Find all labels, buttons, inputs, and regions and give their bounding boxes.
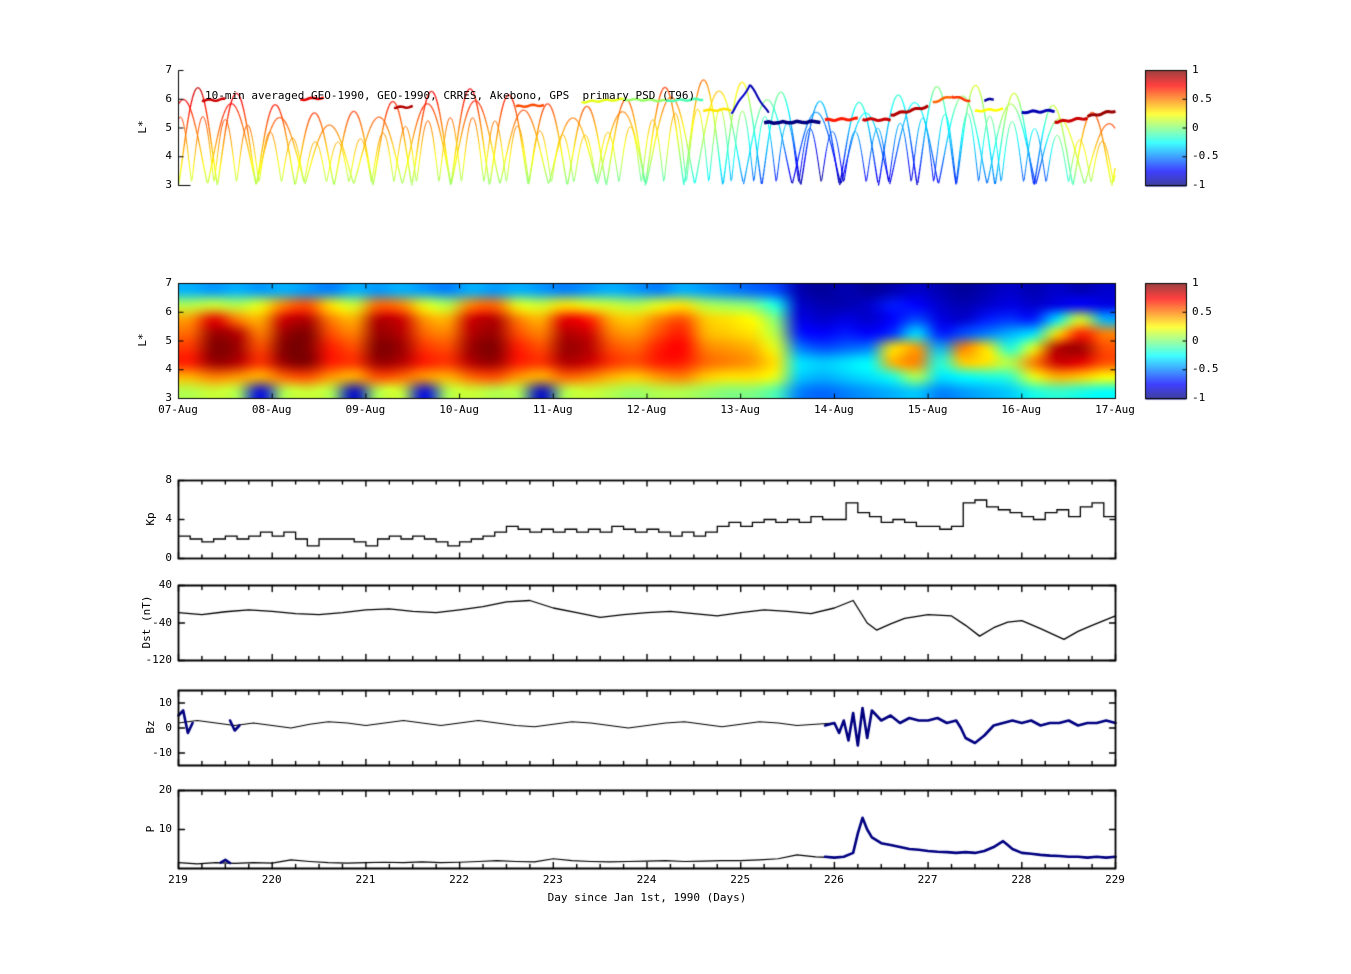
tick-label: -0.5 xyxy=(1192,149,1219,163)
tick-label: 4 xyxy=(165,149,172,163)
tick-label: 08-Aug xyxy=(251,403,292,416)
tick-label: 6 xyxy=(165,91,172,105)
tick-label: 0 xyxy=(1192,333,1199,347)
tick-label: 220 xyxy=(261,873,282,886)
tick-label: 10-Aug xyxy=(439,403,479,416)
tick-label: 4 xyxy=(165,362,172,376)
panel2-ylabel: L* xyxy=(136,333,149,347)
tick-label: 20 xyxy=(158,783,172,796)
tick-label: 0.5 xyxy=(1192,91,1212,105)
tick-label: 229 xyxy=(1105,873,1125,886)
bz-ylabel: Bz xyxy=(144,720,157,734)
tick-label: 226 xyxy=(823,873,844,886)
tick-label: 12-Aug xyxy=(626,403,667,416)
tick-label: 0 xyxy=(165,551,172,564)
tick-label: 10 xyxy=(158,822,172,835)
panel1-ylabel: L* xyxy=(136,120,149,134)
tick-label: 0 xyxy=(1192,120,1199,134)
tick-label: -10 xyxy=(152,745,172,759)
tick-label: 4 xyxy=(165,512,172,525)
tick-label: 09-Aug xyxy=(345,403,386,416)
tick-label: 13-Aug xyxy=(720,403,761,416)
tick-label: 15-Aug xyxy=(907,403,948,416)
tick-label: 40 xyxy=(158,578,172,591)
x-axis-label: Day since Jan 1st, 1990 (Days) xyxy=(547,891,747,904)
tick-label: 11-Aug xyxy=(532,403,573,416)
tick-label: -40 xyxy=(152,615,172,629)
tick-label: 14-Aug xyxy=(814,403,854,416)
kp-ylabel: Kp xyxy=(144,512,157,526)
tick-label: 225 xyxy=(730,873,751,886)
tick-label: -1 xyxy=(1192,391,1206,404)
tick-label: -120 xyxy=(145,653,173,666)
tick-label: 16-Aug xyxy=(1001,403,1042,416)
tick-label: 3 xyxy=(165,391,172,404)
tick-label: 7 xyxy=(165,63,172,76)
tick-label: 228 xyxy=(1011,873,1032,886)
tick-label: 6 xyxy=(165,304,172,318)
tick-label: 223 xyxy=(542,873,563,886)
tick-label: 8 xyxy=(165,473,172,486)
tick-label: 227 xyxy=(917,873,938,886)
p-ylabel: P xyxy=(144,825,157,833)
tick-label: 1 xyxy=(1192,276,1199,289)
tick-label: 221 xyxy=(355,873,376,886)
tick-label: 17-Aug xyxy=(1095,403,1135,416)
tick-label: 5 xyxy=(165,333,172,347)
panel1-title: 10-min averaged GEO-1990, GEO-1990, CRRE… xyxy=(205,89,696,102)
tick-label: 0 xyxy=(165,720,172,734)
tick-label: 5 xyxy=(165,120,172,134)
tick-label: -1 xyxy=(1192,178,1206,191)
tick-label: 3 xyxy=(165,178,172,191)
tick-label: 07-Aug xyxy=(158,403,198,416)
tick-label: 1 xyxy=(1192,63,1199,76)
tick-label: 222 xyxy=(449,873,470,886)
tick-label: 7 xyxy=(165,276,172,289)
tick-label: 10 xyxy=(158,695,172,709)
tick-label: -0.5 xyxy=(1192,362,1219,376)
tick-label: 0.5 xyxy=(1192,304,1212,318)
tick-label: 219 xyxy=(168,873,188,886)
tick-label: 224 xyxy=(636,873,657,886)
